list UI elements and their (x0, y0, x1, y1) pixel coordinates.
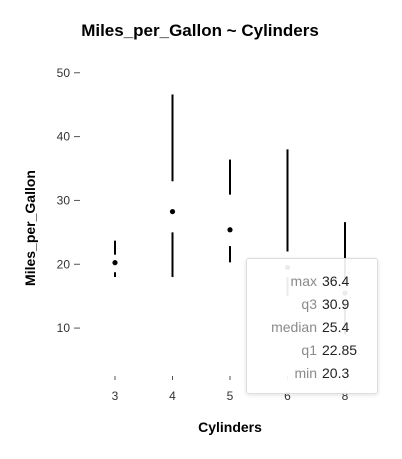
tooltip-value: 20.3 (322, 365, 350, 381)
x-axis-title: Cylinders (198, 419, 262, 435)
median-dot (169, 208, 176, 215)
tooltip-value: 22.85 (322, 342, 358, 358)
median-dot (227, 227, 233, 233)
tooltip-row-q3: q3 30.9 (247, 293, 377, 316)
box-5 (227, 159, 233, 263)
y-tick-label: 50 (57, 66, 71, 80)
tooltip-row-median: median 25.4 (247, 316, 377, 339)
chart-title: Miles_per_Gallon ~ Cylinders (81, 21, 319, 40)
tooltip-key: q1 (301, 342, 317, 358)
tooltip-row-min: min 20.3 (247, 362, 377, 385)
y-axis: 10 20 30 40 50 (57, 66, 80, 335)
y-axis-title: Miles_per_Gallon (22, 170, 38, 286)
tooltip-key: min (294, 365, 317, 381)
x-tick-label: 4 (169, 389, 176, 403)
x-tick-label: 6 (284, 389, 291, 403)
y-tick-label: 10 (57, 321, 71, 335)
x-tick-label: 8 (342, 389, 349, 403)
tooltip-value: 30.9 (322, 296, 350, 312)
tooltip-value: 25.4 (322, 319, 350, 335)
box-3 (112, 240, 118, 278)
tooltip-key: max (290, 273, 317, 289)
median-dot (112, 260, 118, 266)
tooltip-row-q1: q1 22.85 (247, 339, 377, 362)
y-tick-label: 30 (57, 193, 71, 207)
tooltip-table: max 36.4 q3 30.9 median 25.4 q1 22.85 mi… (247, 270, 377, 385)
box-4 (169, 94, 176, 278)
x-tick-label: 5 (227, 389, 234, 403)
y-tick-label: 20 (57, 257, 71, 271)
tooltip: max 36.4 q3 30.9 median 25.4 q1 22.85 mi… (246, 258, 378, 394)
y-tick-label: 40 (57, 130, 71, 144)
tooltip-value: 36.4 (322, 273, 350, 289)
x-tick-label: 3 (112, 389, 119, 403)
tooltip-key: median (271, 319, 317, 335)
tooltip-row-max: max 36.4 (247, 270, 377, 293)
tooltip-key: q3 (301, 296, 317, 312)
